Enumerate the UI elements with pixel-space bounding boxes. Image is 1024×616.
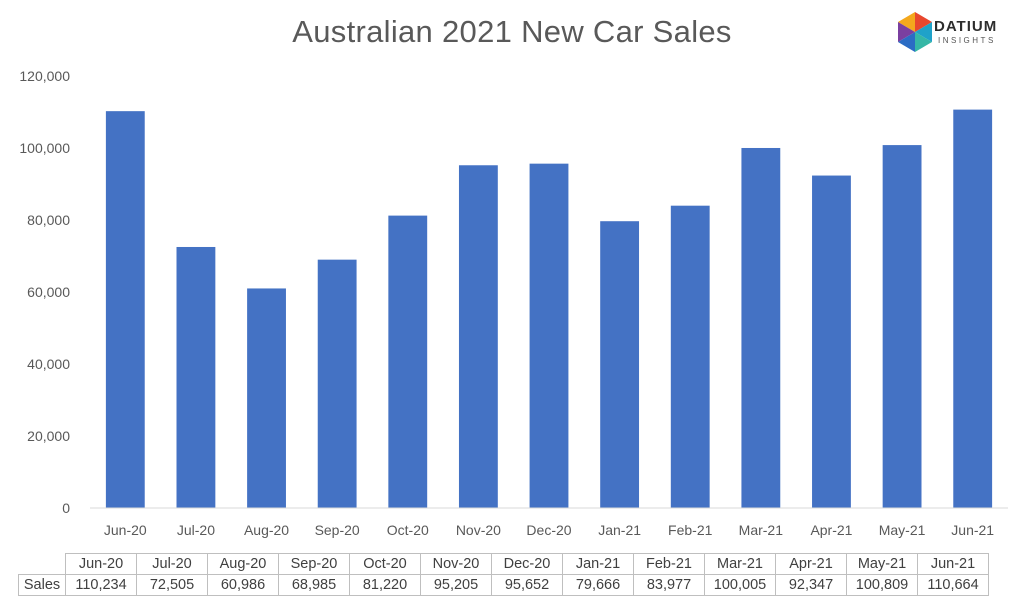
bar <box>388 215 428 508</box>
x-tick-label: Jan-21 <box>598 522 641 538</box>
data-table-category-cell: Nov-20 <box>420 553 492 575</box>
x-tick-label: Nov-20 <box>456 522 501 538</box>
x-tick-label: Aug-20 <box>244 522 289 538</box>
x-tick-label: May-21 <box>879 522 926 538</box>
x-axis-labels: Jun-20 Jul-20 Aug-20 Sep-20 Oct-20 Nov-20 Dec-… <box>104 522 994 538</box>
data-table-value-cell: 92,347 <box>775 574 847 596</box>
x-tick-label: Oct-20 <box>387 522 429 538</box>
bar <box>600 221 640 508</box>
x-tick-label: Jun-20 <box>104 522 147 538</box>
x-tick-label: Sep-20 <box>315 522 360 538</box>
data-table-value-cell: 60,986 <box>207 574 279 596</box>
bar <box>670 205 710 508</box>
logo-subtext: INSIGHTS <box>938 36 996 45</box>
x-tick-label: Mar-21 <box>739 522 784 538</box>
data-table-value-cell: 72,505 <box>136 574 208 596</box>
bar <box>741 147 781 508</box>
bars <box>105 109 993 509</box>
bar <box>458 165 498 508</box>
bar <box>953 109 993 509</box>
data-table-value-cell: 110,234 <box>65 574 137 596</box>
bar <box>176 246 216 508</box>
bar <box>882 145 922 509</box>
data-table-value-cell: 79,666 <box>562 574 634 596</box>
data-table-value-cell: 68,985 <box>278 574 350 596</box>
data-table-category-cell: Jun-21 <box>917 553 989 575</box>
x-tick-label: Dec-20 <box>526 522 571 538</box>
y-tick-label: 20,000 <box>27 428 70 444</box>
data-table-value-cell: 95,652 <box>491 574 563 596</box>
data-table-category-cell: Dec-20 <box>491 553 563 575</box>
data-table-value-cell: 81,220 <box>349 574 421 596</box>
data-table-category-cell: Jul-20 <box>136 553 208 575</box>
data-table-header-row: Jun-20 Jul-20 Aug-20 Sep-20 Oct-20 Nov-20 Dec-… <box>18 553 989 575</box>
data-table-category-cell: Feb-21 <box>633 553 705 575</box>
y-tick-label: 40,000 <box>27 356 70 372</box>
chart-title: Australian 2021 New Car Sales <box>292 14 732 49</box>
y-axis-labels: 0 20,000 40,000 60,000 80,000 100,000 120,000 <box>19 68 70 516</box>
data-table-category-cell: Oct-20 <box>349 553 421 575</box>
data-table-row-header: Sales <box>18 574 66 596</box>
data-table-value-cell: 95,205 <box>420 574 492 596</box>
datium-logo-icon <box>898 12 932 52</box>
logo-wordmark: DATIUM <box>934 18 998 35</box>
bar <box>247 288 286 508</box>
bar <box>529 163 569 508</box>
y-tick-label: 60,000 <box>27 284 70 300</box>
data-table-category-cell: Apr-21 <box>775 553 847 575</box>
data-table-value-cell: 110,664 <box>917 574 989 596</box>
x-tick-label: Apr-21 <box>810 522 852 538</box>
data-table-values-row: Sales 110,234 72,505 60,986 68,985 81,220 95,… <box>18 574 989 596</box>
data-table-category-cell: Jan-21 <box>562 553 634 575</box>
data-table-category-cell: Sep-20 <box>278 553 350 575</box>
data-table-value-cell: 100,005 <box>704 574 776 596</box>
data-table: Jun-20 Jul-20 Aug-20 Sep-20 Oct-20 Nov-20 Dec-… <box>18 553 989 596</box>
x-tick-label: Jun-21 <box>951 522 994 538</box>
data-table-corner <box>18 553 66 575</box>
datium-logo: DATIUM INSIGHTS <box>898 12 1008 56</box>
data-table-value-cell: 100,809 <box>846 574 918 596</box>
bar <box>812 175 851 509</box>
data-table-category-cell: Jun-20 <box>65 553 137 575</box>
data-table-category-cell: Mar-21 <box>704 553 776 575</box>
data-table-category-cell: May-21 <box>846 553 918 575</box>
data-table-category-cell: Aug-20 <box>207 553 279 575</box>
bar <box>317 259 357 508</box>
x-tick-label: Feb-21 <box>668 522 713 538</box>
y-tick-label: 80,000 <box>27 212 70 228</box>
y-tick-label: 120,000 <box>19 68 70 84</box>
bar <box>105 111 145 509</box>
bar-chart: 020,00040,00060,00080,000100,000120,000 … <box>19 68 1008 538</box>
y-tick-label: 0 <box>62 500 70 516</box>
data-table-value-cell: 83,977 <box>633 574 705 596</box>
y-tick-label: 100,000 <box>19 140 70 156</box>
x-tick-label: Jul-20 <box>177 522 215 538</box>
